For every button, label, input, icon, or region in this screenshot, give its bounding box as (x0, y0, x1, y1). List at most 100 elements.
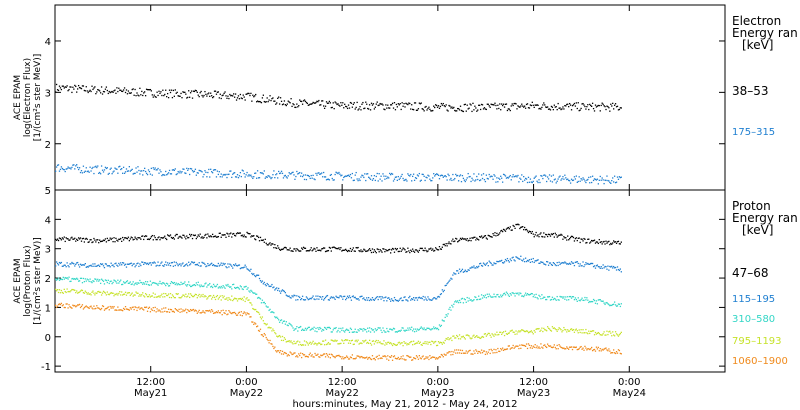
data-point (452, 107, 454, 109)
legend-entry: 115–195 (732, 294, 775, 305)
data-point (220, 299, 222, 301)
data-point (86, 170, 88, 173)
y-axis-label: [1/(cm²s ster MeV)] (33, 237, 43, 324)
data-point (565, 105, 567, 107)
data-point (309, 341, 311, 343)
data-point (578, 109, 580, 112)
data-point (608, 269, 610, 271)
data-point (576, 300, 578, 302)
data-point (347, 342, 350, 344)
data-point (350, 299, 353, 301)
data-point (158, 265, 160, 267)
data-point (569, 295, 572, 298)
data-point (450, 107, 452, 109)
data-point (385, 296, 387, 298)
data-point (138, 306, 140, 308)
data-point (201, 236, 203, 238)
data-point (394, 344, 397, 346)
data-point (302, 100, 305, 102)
data-point (433, 297, 435, 299)
data-point (250, 92, 252, 95)
data-point (448, 280, 450, 282)
data-point (152, 292, 154, 294)
data-point (272, 286, 274, 289)
data-point (308, 175, 310, 178)
data-point (369, 331, 372, 333)
data-point (194, 234, 197, 236)
data-point (479, 179, 482, 181)
data-point (524, 257, 527, 259)
data-point (166, 282, 168, 285)
data-point (66, 238, 68, 240)
data-point (488, 235, 490, 237)
data-point (445, 284, 447, 287)
data-point (413, 357, 416, 359)
data-point (246, 93, 248, 95)
data-point (295, 175, 297, 178)
data-point (160, 262, 162, 264)
data-point (501, 294, 504, 296)
data-point (617, 109, 620, 111)
data-point (339, 105, 341, 107)
data-point (358, 178, 360, 180)
data-point (304, 247, 307, 249)
data-point (516, 293, 518, 295)
data-point (537, 347, 539, 349)
data-point (484, 264, 487, 266)
data-point (488, 105, 490, 107)
data-point (217, 262, 220, 265)
data-point (281, 322, 284, 324)
data-point (326, 102, 329, 104)
data-point (435, 344, 438, 347)
data-point (99, 279, 101, 281)
data-point (509, 258, 511, 260)
data-point (77, 166, 79, 169)
data-point (181, 237, 183, 239)
data-point (402, 355, 404, 357)
data-point (234, 93, 237, 95)
data-point (322, 176, 324, 178)
data-point (320, 327, 322, 330)
data-point (513, 225, 515, 228)
data-point (481, 177, 484, 180)
data-point (526, 293, 529, 295)
data-point (143, 169, 145, 172)
data-point (251, 290, 253, 293)
data-point (115, 309, 117, 311)
data-point (509, 226, 511, 228)
data-point (412, 357, 415, 359)
data-point (532, 296, 534, 298)
data-point (258, 240, 261, 242)
data-point (370, 102, 373, 104)
data-point (277, 177, 279, 179)
data-point (499, 331, 501, 333)
data-point (285, 341, 287, 343)
data-point (406, 250, 408, 253)
data-point (437, 328, 440, 331)
data-point (502, 293, 505, 295)
data-point (358, 108, 360, 110)
data-point (160, 171, 162, 173)
data-point (249, 301, 251, 304)
data-point (347, 174, 350, 176)
data-point (419, 357, 421, 359)
data-point (336, 296, 338, 299)
data-point (506, 109, 509, 112)
data-point (267, 244, 269, 246)
data-point (141, 261, 143, 263)
data-point (375, 297, 377, 299)
data-point (270, 285, 272, 287)
data-point (563, 178, 565, 180)
data-point (135, 167, 137, 169)
data-point (507, 345, 510, 347)
data-point (85, 305, 87, 307)
data-point (304, 355, 307, 358)
data-point (316, 174, 318, 176)
data-point (202, 96, 204, 98)
data-point (583, 349, 585, 351)
data-point (186, 263, 188, 265)
data-point (287, 249, 289, 251)
data-point (218, 97, 220, 99)
data-point (514, 295, 516, 297)
data-point (558, 176, 560, 178)
